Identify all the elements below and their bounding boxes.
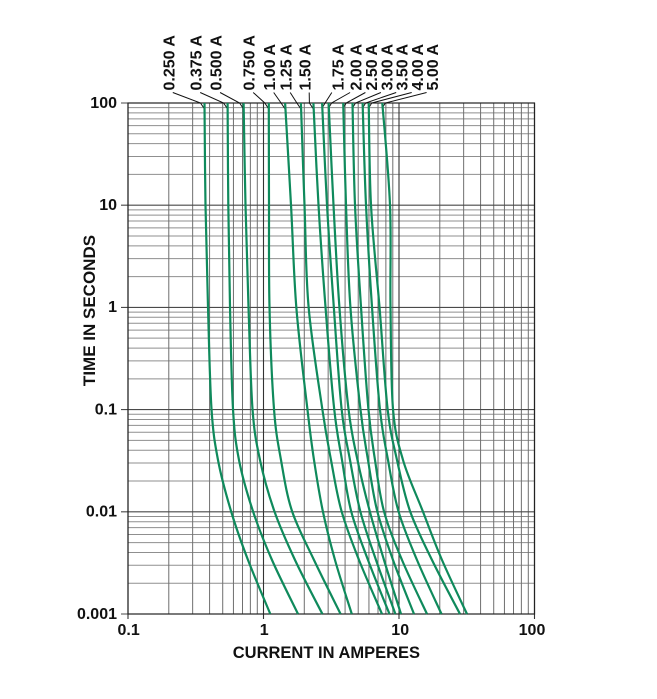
svg-text:0.001: 0.001 <box>77 606 117 623</box>
svg-text:10: 10 <box>391 622 409 639</box>
svg-text:0.750 A: 0.750 A <box>242 35 259 91</box>
svg-text:1: 1 <box>260 622 269 639</box>
svg-text:CURRENT IN AMPERES: CURRENT IN AMPERES <box>233 644 420 662</box>
svg-text:3.00 A: 3.00 A <box>379 44 396 91</box>
svg-text:0.1: 0.1 <box>95 401 117 418</box>
svg-text:0.500 A: 0.500 A <box>209 35 226 91</box>
svg-text:4.00 A: 4.00 A <box>410 44 427 91</box>
svg-text:100: 100 <box>90 95 117 112</box>
svg-text:0.1: 0.1 <box>117 622 139 639</box>
svg-text:100: 100 <box>519 622 546 639</box>
svg-text:1.00 A: 1.00 A <box>262 44 279 91</box>
svg-text:1.50 A: 1.50 A <box>298 44 315 91</box>
svg-text:10: 10 <box>99 197 117 214</box>
svg-text:1: 1 <box>108 299 117 316</box>
svg-text:5.00 A: 5.00 A <box>425 44 442 91</box>
svg-text:0.01: 0.01 <box>86 504 117 521</box>
svg-text:2.00 A: 2.00 A <box>349 44 366 91</box>
svg-text:1.75 A: 1.75 A <box>330 44 347 91</box>
svg-text:1.25 A: 1.25 A <box>279 44 296 91</box>
svg-text:3.50 A: 3.50 A <box>395 44 412 91</box>
svg-text:0.250 A: 0.250 A <box>161 35 178 91</box>
svg-text:0.375 A: 0.375 A <box>189 35 206 91</box>
svg-text:2.50 A: 2.50 A <box>364 44 381 91</box>
svg-text:TIME IN SECONDS: TIME IN SECONDS <box>80 235 99 386</box>
